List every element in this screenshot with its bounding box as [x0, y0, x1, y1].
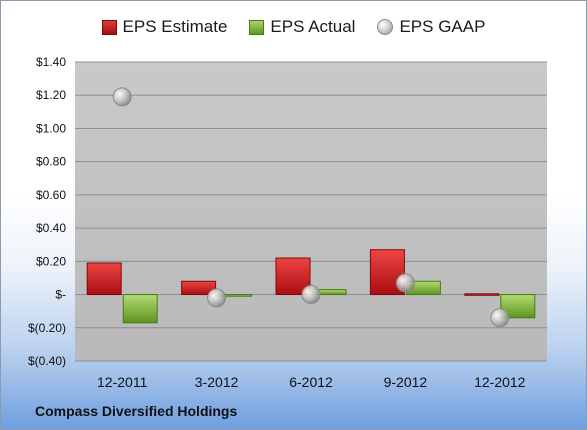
y-tick-label: $0.20 — [36, 254, 66, 268]
point-eps-gaap — [301, 285, 321, 305]
legend-swatch-actual — [249, 19, 265, 35]
legend-label-estimate: EPS Estimate — [122, 17, 228, 36]
y-tick-label: $0.80 — [36, 155, 66, 169]
gaap-points — [112, 87, 510, 328]
point-eps-gaap — [490, 308, 510, 328]
point-eps-gaap — [395, 273, 415, 293]
legend-swatch-gaap — [377, 19, 394, 35]
y-tick-label: $(0.40) — [28, 354, 66, 368]
x-tick-label: 6-2012 — [289, 374, 333, 390]
company-name: Compass Diversified Holdings — [35, 403, 238, 419]
point-eps-gaap — [207, 288, 227, 308]
bar-eps-actual — [500, 294, 536, 319]
legend-label-gaap: EPS GAAP — [399, 17, 486, 36]
y-tick-label: $1.00 — [36, 121, 66, 135]
legend-item-estimate: EPS Estimate — [101, 17, 228, 37]
legend: EPS Estimate EPS Actual EPS GAAP — [1, 17, 586, 37]
x-tick-label: 12-2012 — [474, 374, 526, 390]
bar-marks — [86, 249, 536, 324]
bar-eps-estimate — [464, 293, 500, 296]
bar-eps-actual — [122, 294, 158, 324]
y-tick-label: $- — [55, 288, 66, 302]
gridlines — [75, 61, 547, 362]
x-tick-label: 12-2011 — [97, 374, 148, 390]
legend-swatch-estimate — [101, 19, 117, 35]
bar-eps-estimate — [86, 262, 122, 296]
x-tick-label: 9-2012 — [384, 374, 428, 390]
y-tick-label: $0.40 — [36, 221, 66, 235]
legend-label-actual: EPS Actual — [270, 17, 356, 36]
bar-eps-estimate — [181, 280, 217, 296]
y-tick-label: $(0.20) — [28, 321, 66, 335]
legend-item-actual: EPS Actual — [249, 17, 355, 37]
point-eps-gaap — [112, 87, 132, 107]
y-tick-label: $1.40 — [36, 55, 66, 69]
x-tick-label: 3-2012 — [195, 374, 239, 390]
y-tick-label: $0.60 — [36, 188, 66, 202]
legend-item-gaap: EPS GAAP — [377, 17, 485, 37]
y-tick-label: $1.20 — [36, 88, 66, 102]
y-axis-ticks: $(0.40) $(0.20) $- $0.20 $0.40 $0.60 $0.80 $1.0… — [28, 55, 66, 368]
x-axis-labels: 12-2011 3-2012 6-2012 9-2012 12-2012 — [97, 374, 526, 390]
